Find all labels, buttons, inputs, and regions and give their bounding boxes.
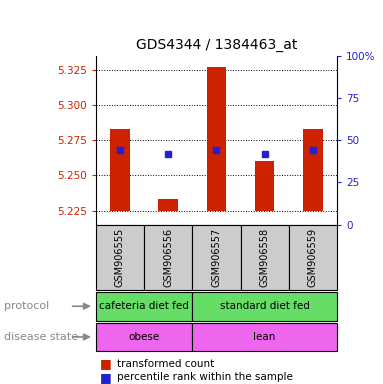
Text: lean: lean xyxy=(254,332,276,342)
Bar xyxy=(303,129,322,210)
Bar xyxy=(255,161,274,210)
Text: GSM906556: GSM906556 xyxy=(163,228,173,287)
FancyBboxPatch shape xyxy=(241,225,289,290)
Text: cafeteria diet fed: cafeteria diet fed xyxy=(99,301,189,311)
Text: disease state: disease state xyxy=(4,332,78,342)
FancyBboxPatch shape xyxy=(96,323,192,351)
Text: obese: obese xyxy=(128,332,160,342)
Text: percentile rank within the sample: percentile rank within the sample xyxy=(117,372,293,382)
Bar xyxy=(207,67,226,210)
Bar xyxy=(110,129,129,210)
FancyBboxPatch shape xyxy=(192,292,337,321)
FancyBboxPatch shape xyxy=(144,225,192,290)
FancyBboxPatch shape xyxy=(96,292,192,321)
Text: ■: ■ xyxy=(100,358,111,371)
FancyBboxPatch shape xyxy=(96,225,144,290)
Text: ■: ■ xyxy=(100,371,111,384)
Text: GSM906557: GSM906557 xyxy=(211,228,221,287)
Bar xyxy=(159,199,178,210)
FancyBboxPatch shape xyxy=(192,323,337,351)
Text: protocol: protocol xyxy=(4,301,49,311)
Text: standard diet fed: standard diet fed xyxy=(220,301,309,311)
Text: GSM906558: GSM906558 xyxy=(260,228,270,287)
Text: transformed count: transformed count xyxy=(117,359,214,369)
FancyBboxPatch shape xyxy=(192,225,241,290)
Text: GSM906555: GSM906555 xyxy=(115,228,125,287)
Title: GDS4344 / 1384463_at: GDS4344 / 1384463_at xyxy=(136,38,297,52)
FancyBboxPatch shape xyxy=(289,225,337,290)
Text: GSM906559: GSM906559 xyxy=(308,228,318,287)
